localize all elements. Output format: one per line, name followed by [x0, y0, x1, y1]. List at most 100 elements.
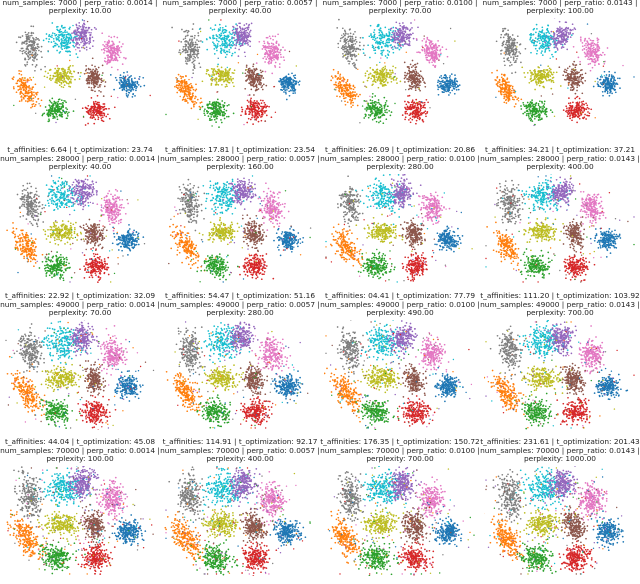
- scatter-point: [136, 82, 139, 85]
- scatter-point: [437, 81, 439, 84]
- scatter-point: [213, 53, 216, 55]
- scatter-point: [189, 50, 192, 53]
- scatter-point: [17, 85, 19, 88]
- scatter-point: [349, 95, 352, 98]
- cluster-pink: [100, 32, 127, 71]
- scatter-point: [118, 41, 121, 43]
- scatter-point: [376, 73, 379, 76]
- scatter-point: [120, 81, 123, 83]
- scatter-point: [336, 78, 339, 81]
- scatter-point: [97, 86, 99, 89]
- scatter-point: [75, 53, 78, 55]
- scatter-point: [372, 45, 375, 48]
- cluster-brown: [403, 59, 427, 92]
- scatter-point: [62, 86, 65, 89]
- noise-point: [43, 86, 46, 88]
- scatter-point: [348, 35, 350, 38]
- scatter-point: [197, 34, 200, 37]
- cluster-orange: [11, 70, 43, 109]
- scatter-point: [191, 39, 193, 42]
- scatter-point: [409, 36, 411, 39]
- scatter-point: [230, 44, 233, 46]
- scatter-point: [63, 77, 65, 80]
- scatter-point: [192, 88, 195, 91]
- scatter-point: [75, 45, 77, 47]
- scatter-point: [188, 97, 191, 100]
- scatter-point: [31, 51, 34, 54]
- scatter-point: [385, 118, 388, 121]
- scatter-point: [28, 40, 31, 43]
- scatter-point: [107, 46, 110, 49]
- scatter-point: [76, 26, 78, 29]
- scatter-point: [101, 32, 104, 35]
- noise-point: [23, 77, 25, 79]
- scatter-point: [192, 60, 195, 63]
- scatter-point: [380, 111, 383, 114]
- scatter-point: [65, 101, 67, 104]
- scatter-point: [233, 43, 236, 46]
- scatter-point: [123, 79, 125, 82]
- scatter-point: [193, 59, 196, 62]
- scatter-point: [446, 79, 448, 82]
- scatter-point: [78, 25, 81, 27]
- scatter-point: [125, 94, 128, 97]
- scatter-point: [187, 59, 189, 61]
- scatter-point: [372, 36, 375, 38]
- scatter-point: [16, 80, 19, 82]
- scatter-point: [65, 37, 67, 40]
- scatter-point: [349, 55, 352, 57]
- scatter-point: [184, 86, 187, 89]
- scatter-point: [256, 73, 259, 76]
- scatter-point: [89, 47, 91, 50]
- scatter-point: [445, 90, 448, 93]
- scatter-point: [397, 29, 399, 32]
- scatter-point: [232, 41, 234, 43]
- scatter-point: [93, 116, 95, 119]
- scatter-point: [203, 110, 206, 112]
- scatter-point: [449, 75, 451, 77]
- scatter-point: [110, 66, 113, 69]
- scatter-point: [205, 110, 208, 113]
- scatter-point: [262, 44, 265, 47]
- scatter-point: [388, 76, 391, 79]
- scatter-point: [246, 74, 248, 76]
- cluster-pink: [255, 33, 286, 75]
- scatter-point: [111, 54, 114, 57]
- scatter-point: [286, 83, 289, 86]
- scatter-point: [388, 110, 391, 112]
- scatter-point: [424, 52, 426, 54]
- scatter-point: [52, 103, 54, 106]
- scatter-point: [350, 57, 353, 60]
- scatter-point: [220, 106, 222, 109]
- scatter-point: [216, 49, 218, 52]
- scatter-point: [273, 49, 276, 52]
- scatter-point: [266, 41, 269, 43]
- scatter-point: [110, 44, 112, 47]
- scatter-point: [266, 53, 269, 56]
- scatter-point: [287, 87, 290, 90]
- scatter-point: [66, 43, 69, 46]
- scatter-point: [105, 115, 108, 118]
- scatter-point: [197, 56, 199, 59]
- scatter-point: [418, 78, 420, 81]
- noise-point: [69, 59, 71, 62]
- scatter-point: [252, 76, 255, 79]
- scatter-point: [223, 36, 226, 39]
- noise-point: [213, 107, 216, 109]
- scatter-point: [260, 105, 263, 108]
- scatter-point: [110, 36, 113, 39]
- scatter-point: [354, 38, 357, 41]
- noise-point: [211, 75, 213, 77]
- scatter-point: [60, 77, 63, 80]
- scatter-point: [288, 78, 291, 81]
- scatter-point: [185, 45, 187, 47]
- scatter-point: [208, 119, 211, 121]
- scatter-point: [426, 56, 429, 59]
- scatter-point: [226, 104, 229, 107]
- scatter-point: [195, 102, 198, 104]
- scatter-point: [417, 72, 419, 75]
- scatter-point: [218, 23, 221, 26]
- scatter-point: [82, 27, 85, 29]
- scatter-point: [65, 39, 67, 42]
- noise-point: [191, 76, 193, 79]
